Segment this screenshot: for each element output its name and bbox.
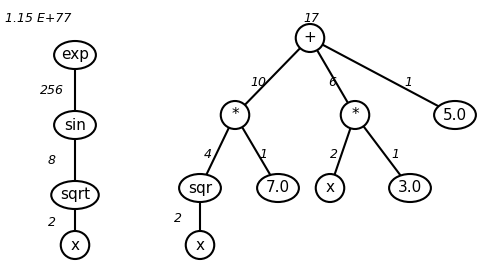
Ellipse shape <box>296 24 324 52</box>
Text: +: + <box>304 31 316 45</box>
Ellipse shape <box>434 101 476 129</box>
Text: 3.0: 3.0 <box>398 181 422 196</box>
Text: 17: 17 <box>303 12 319 25</box>
Text: 2: 2 <box>174 211 182 225</box>
Text: 6: 6 <box>328 77 336 89</box>
Ellipse shape <box>61 231 89 259</box>
Ellipse shape <box>316 174 344 202</box>
Text: 1: 1 <box>259 148 267 161</box>
Text: 5.0: 5.0 <box>443 107 467 123</box>
Text: 2: 2 <box>330 148 338 161</box>
Ellipse shape <box>341 101 369 129</box>
Text: *: * <box>231 107 239 123</box>
Text: exp: exp <box>61 48 89 63</box>
Text: 1.15 E+77: 1.15 E+77 <box>5 12 71 25</box>
Ellipse shape <box>186 231 214 259</box>
Ellipse shape <box>54 41 96 69</box>
Text: *: * <box>351 107 359 123</box>
Text: 2: 2 <box>48 215 56 228</box>
Text: 7.0: 7.0 <box>266 181 290 196</box>
Text: x: x <box>326 181 335 196</box>
Text: x: x <box>70 238 79 252</box>
Text: 256: 256 <box>40 85 64 98</box>
Text: 1: 1 <box>391 148 399 161</box>
Ellipse shape <box>51 181 99 209</box>
Text: 8: 8 <box>48 155 56 168</box>
Text: sqrt: sqrt <box>60 188 90 202</box>
Ellipse shape <box>179 174 221 202</box>
Text: 10: 10 <box>250 77 266 89</box>
Ellipse shape <box>257 174 299 202</box>
Text: sin: sin <box>64 118 86 132</box>
Ellipse shape <box>221 101 249 129</box>
Text: x: x <box>196 238 205 252</box>
Ellipse shape <box>389 174 431 202</box>
Text: sqr: sqr <box>188 181 212 196</box>
Text: 4: 4 <box>204 148 212 161</box>
Ellipse shape <box>54 111 96 139</box>
Text: 1: 1 <box>404 77 412 89</box>
